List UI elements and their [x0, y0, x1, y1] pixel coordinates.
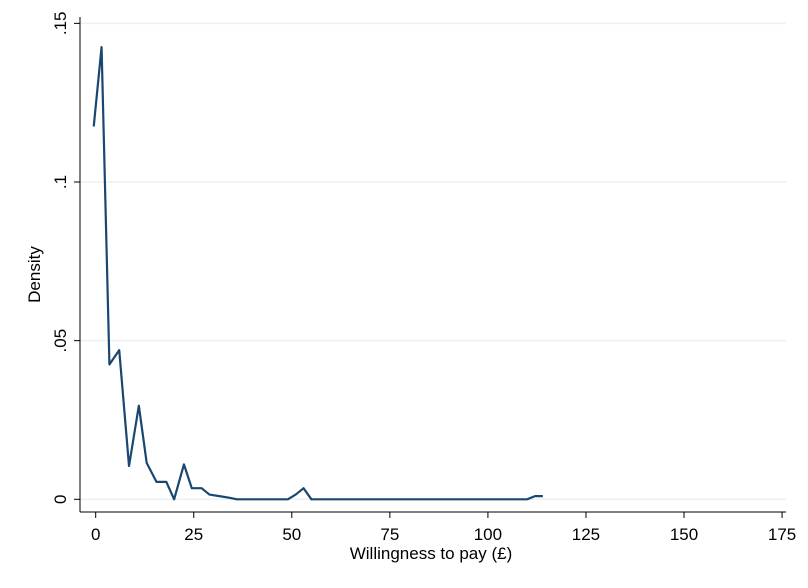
y-tick-label: .15: [51, 12, 70, 36]
x-tick-label: 75: [380, 525, 399, 544]
density-line: [92, 46, 543, 501]
grid-lines: [80, 22, 786, 501]
x-axis-title: Willingness to pay (£): [350, 544, 513, 563]
y-tick-label: .05: [51, 329, 70, 353]
y-axis-title: Density: [25, 246, 44, 303]
x-tick-label: 25: [184, 525, 203, 544]
x-tick-label: 150: [670, 525, 698, 544]
plot-region: [80, 17, 786, 512]
x-axis-ticks: 0 25 50 75 100 125 150 175: [91, 512, 796, 544]
y-tick-label: .1: [51, 175, 70, 189]
x-tick-label: 100: [474, 525, 502, 544]
y-axis-ticks: 0 .05 .1 .15: [51, 12, 80, 504]
x-tick-label: 0: [91, 525, 100, 544]
series-layer: [92, 46, 543, 501]
x-tick-label: 175: [768, 525, 796, 544]
x-tick-label: 50: [282, 525, 301, 544]
y-tick-label: 0: [51, 495, 70, 504]
x-tick-label: 125: [572, 525, 600, 544]
